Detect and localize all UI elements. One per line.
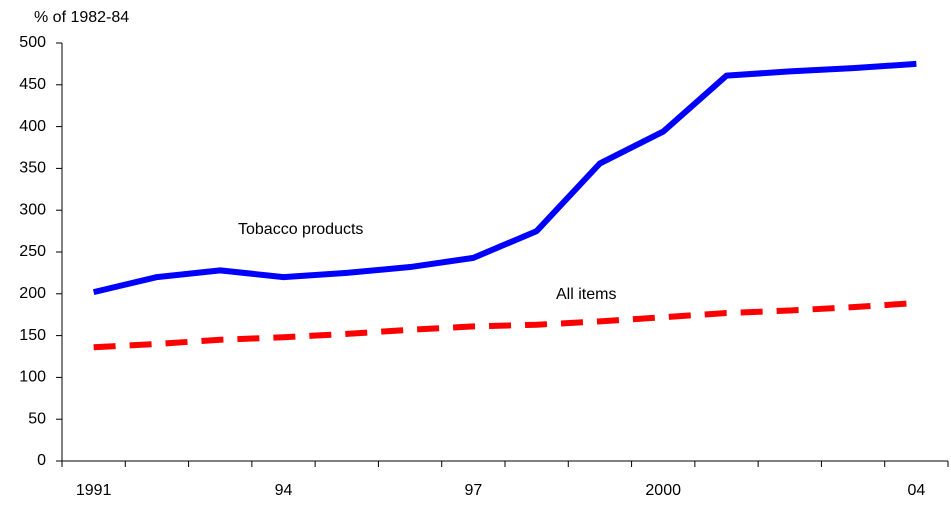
x-tick-label: 1991 — [76, 482, 112, 499]
y-tick-label: 500 — [19, 34, 46, 51]
y-tick-label: 400 — [19, 118, 46, 135]
y-tick-label: 350 — [19, 160, 46, 177]
y-tick-label: 50 — [28, 410, 46, 427]
series-annotation: Tobacco products — [238, 221, 363, 238]
y-tick-label: 450 — [19, 76, 46, 93]
x-tick-label: 97 — [464, 482, 482, 499]
x-tick-label: 2000 — [645, 482, 681, 499]
series-line — [92, 60, 917, 296]
y-tick-label: 100 — [19, 369, 46, 386]
y-tick-label: 0 — [37, 452, 46, 469]
x-tick-label: 04 — [907, 482, 925, 499]
y-axis-label: % of 1982-84 — [34, 9, 129, 26]
y-tick-label: 200 — [19, 285, 46, 302]
series-annotation: All items — [556, 286, 616, 303]
x-tick-label: 94 — [275, 482, 293, 499]
y-tick-label: 150 — [19, 327, 46, 344]
series-line — [93, 300, 917, 351]
y-tick-label: 300 — [19, 201, 46, 218]
y-tick-label: 250 — [19, 243, 46, 260]
